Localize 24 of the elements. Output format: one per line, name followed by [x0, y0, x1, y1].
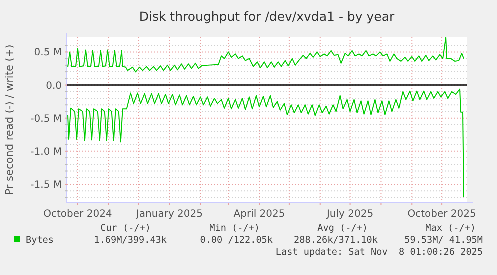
line-series: [68, 37, 465, 73]
text: Max (-/+): [426, 223, 476, 234]
line-series: [68, 88, 465, 198]
text: 1.69M/399.43k: [94, 235, 168, 246]
y-tick-label: 0.0: [46, 80, 62, 92]
y-axis-title: Pr second read (-) / write (+): [4, 44, 16, 196]
x-tick-label: July 2025: [326, 209, 374, 220]
text: 0.00 /122.05k: [200, 235, 274, 246]
chart-title: Disk throughput for /dev/xvda1 - by year: [139, 9, 396, 24]
text: Min (-/+): [210, 223, 260, 234]
text: 59.53M/ 41.95M: [404, 235, 484, 246]
text: 288.26k/371.10k: [294, 235, 378, 246]
y-tick-label: 0.5 M: [34, 48, 62, 59]
text: Last update: Sat Nov 8 01:00:26 2025: [276, 247, 483, 258]
x-tick-label: October 2025: [408, 209, 476, 220]
text: Avg (-/+): [318, 223, 368, 234]
x-tick-label: October 2024: [44, 209, 112, 220]
y-tick-label: -0.5 M: [30, 114, 62, 125]
y-tick-label: -1.0 M: [30, 146, 62, 158]
x-tick-label: January 2025: [135, 209, 204, 220]
y-tick-label: -1.5 M: [30, 180, 62, 191]
x-tick-label: April 2025: [234, 209, 286, 220]
legend-label: Bytes: [26, 235, 54, 246]
text: Cur (-/+): [100, 223, 151, 234]
